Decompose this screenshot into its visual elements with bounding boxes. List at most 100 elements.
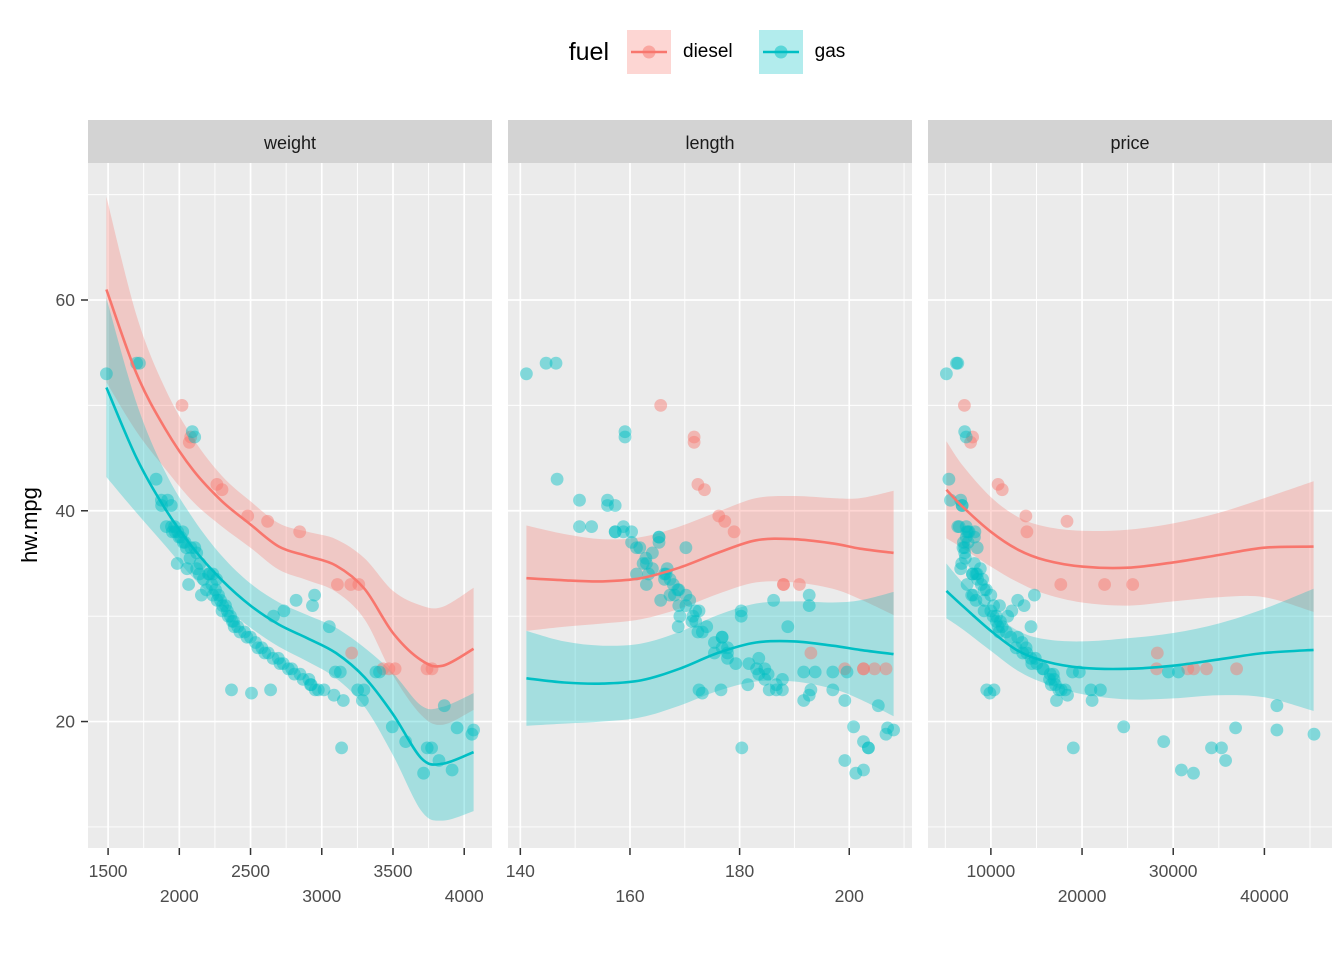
data-point-gas — [802, 588, 816, 602]
panel-body — [100, 196, 480, 821]
data-point-diesel — [727, 525, 741, 539]
data-point-gas — [164, 499, 178, 512]
data-point-gas — [185, 425, 199, 439]
data-point-gas — [1205, 741, 1218, 755]
x-tick-label: 2500 — [231, 861, 270, 881]
data-point-diesel — [1019, 509, 1033, 523]
data-point-diesel — [1020, 525, 1034, 539]
data-point-gas — [170, 557, 184, 570]
data-point-diesel — [1054, 578, 1068, 591]
data-point-gas — [1061, 688, 1074, 702]
data-point-gas — [970, 567, 984, 581]
x-tick-label: 140 — [506, 861, 535, 881]
legend-label-gas: gas — [814, 41, 846, 62]
x-tick-label: 10000 — [967, 861, 1016, 881]
data-point-diesel — [838, 662, 852, 676]
data-point-gas — [761, 667, 775, 681]
data-point-gas — [308, 683, 322, 697]
data-point-gas — [573, 520, 586, 533]
data-point-gas — [734, 604, 748, 618]
data-point-gas — [652, 536, 666, 549]
data-point-diesel — [345, 646, 359, 660]
data-point-diesel — [293, 525, 307, 539]
data-point-diesel — [857, 662, 870, 676]
data-point-gas — [195, 588, 208, 602]
facet-strip — [928, 120, 1332, 163]
data-point-gas — [357, 683, 371, 697]
data-point-gas — [881, 721, 894, 735]
data-point-gas — [277, 604, 291, 618]
legend-key-diesel — [627, 30, 671, 74]
data-point-gas — [445, 763, 459, 777]
data-point-diesel — [241, 509, 255, 523]
data-point-gas — [781, 620, 795, 634]
legend-entry-gas: gas — [758, 30, 846, 74]
data-point-gas — [317, 683, 331, 697]
data-point-gas — [971, 572, 985, 586]
data-point-gas — [608, 499, 622, 512]
smooth-line-diesel — [105, 289, 475, 668]
data-point-gas — [951, 356, 965, 370]
data-point-gas — [1052, 683, 1066, 697]
data-point-diesel — [210, 478, 224, 491]
data-point-gas — [849, 766, 863, 780]
data-point-gas — [695, 625, 709, 639]
data-point-gas — [826, 665, 840, 679]
data-point-gas — [296, 673, 310, 686]
data-point-gas — [369, 665, 383, 679]
data-point-gas — [233, 625, 247, 639]
data-point-gas — [958, 425, 972, 439]
data-point-gas — [640, 578, 653, 591]
data-point-gas — [437, 699, 451, 713]
data-point-gas — [857, 763, 870, 777]
data-point-gas — [1024, 620, 1038, 634]
data-point-gas — [304, 678, 317, 692]
data-point-gas — [351, 683, 365, 697]
data-point-gas — [989, 609, 1003, 623]
data-point-gas — [663, 588, 677, 602]
data-point-gas — [977, 593, 991, 607]
data-point-gas — [758, 662, 772, 676]
data-point-diesel — [388, 662, 402, 676]
data-point-gas — [306, 599, 319, 612]
data-point-gas — [969, 593, 983, 607]
smooth-line-diesel — [945, 488, 1314, 570]
data-point-gas — [281, 662, 295, 676]
data-point-gas — [742, 657, 756, 670]
data-point-diesel — [331, 578, 344, 591]
data-point-gas — [951, 520, 965, 533]
data-point-gas — [976, 572, 989, 586]
facet-length: length 140 160 180 200 — [506, 120, 912, 906]
data-point-gas — [752, 667, 766, 681]
data-point-gas — [959, 520, 973, 533]
gridlines — [928, 163, 1332, 848]
data-point-diesel — [654, 399, 668, 412]
data-point-gas — [987, 599, 1000, 612]
data-point-diesel — [868, 662, 881, 676]
data-point-gas — [227, 620, 241, 634]
data-point-gas — [630, 541, 643, 555]
data-point-gas — [1219, 754, 1232, 767]
data-point-gas — [178, 536, 192, 549]
data-point-diesel — [1150, 646, 1164, 660]
data-point-gas — [1172, 665, 1185, 679]
data-point-diesel — [182, 435, 196, 449]
x-tick-label: 200 — [835, 886, 864, 906]
data-point-gas — [962, 525, 976, 539]
x-tick-label: 40000 — [1240, 886, 1289, 906]
strip-label: price — [1110, 133, 1149, 153]
data-point-diesel — [1060, 514, 1074, 528]
data-point-gas — [714, 683, 728, 697]
data-point-gas — [776, 683, 789, 697]
y-axis-title: hw.mpg — [17, 487, 42, 563]
data-point-gas — [231, 620, 245, 634]
data-point-gas — [617, 525, 630, 539]
data-point-gas — [804, 683, 818, 697]
data-point-gas — [966, 567, 979, 581]
data-point-gas — [327, 688, 341, 702]
data-point-gas — [762, 683, 776, 697]
data-point-diesel — [793, 578, 806, 591]
data-point-gas — [734, 609, 748, 623]
data-point-gas — [311, 683, 325, 697]
data-point-gas — [625, 525, 638, 539]
